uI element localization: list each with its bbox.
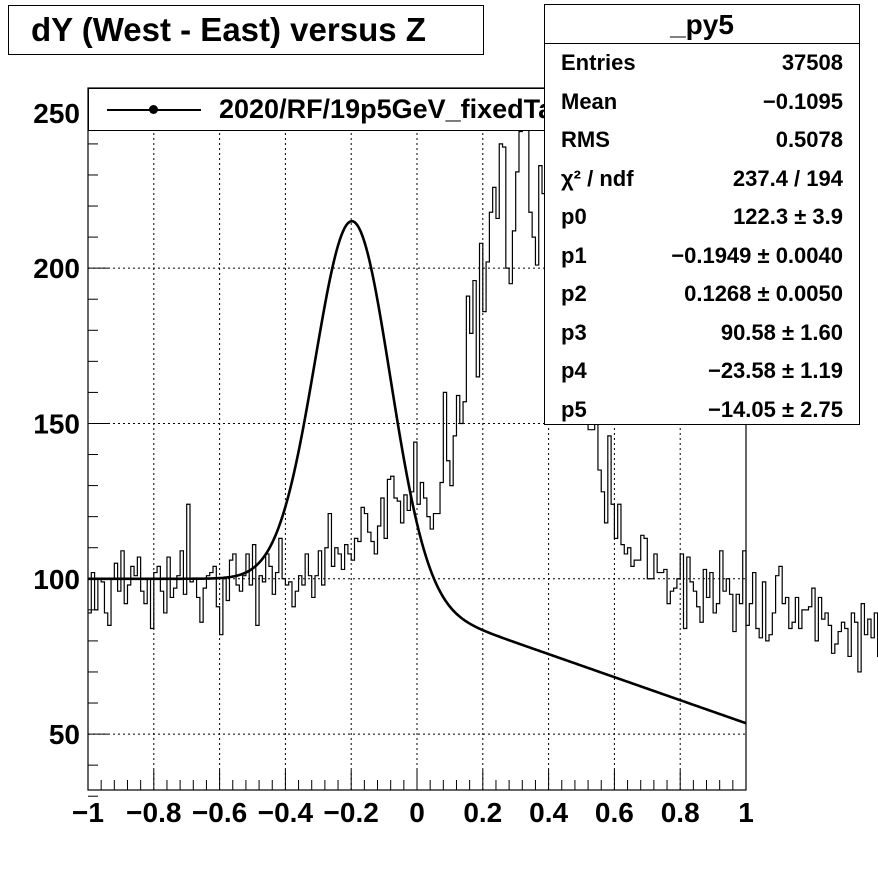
x-tick-label: 0.6 [595,797,634,828]
stats-value: −0.1949 ± 0.0040 [671,242,843,268]
stats-key: p5 [561,396,587,422]
stats-value: −0.1095 [762,88,843,114]
stats-box: _py5 Entries 37508 Mean −0.1095 RMS 0.5078 χ² … [544,4,860,425]
stats-row: p5 −14.05 ± 2.75 [545,391,859,430]
stats-row: p1 −0.1949 ± 0.0040 [545,237,859,276]
stats-key: p2 [561,281,587,306]
y-tick-label: 150 [33,408,80,439]
stats-value: −14.05 ± 2.75 [707,396,843,422]
stats-key: χ² / ndf [561,165,634,191]
stats-row: p2 0.1268 ± 0.0050 [545,275,859,314]
y-tick-label: 200 [33,253,80,284]
y-tick-label: 250 [33,98,80,129]
x-tick-label: −0.4 [258,797,314,828]
x-tick-label: 0.8 [661,797,700,828]
x-tick-label: −0.2 [324,797,379,828]
legend-label: 2020/RF/19p5GeV_fixedTarget [219,94,605,124]
stats-value: 90.58 ± 1.60 [720,319,843,345]
x-tick-label: 0.4 [529,797,568,828]
stats-value: 0.1268 ± 0.0050 [684,281,843,306]
stats-key: p4 [561,358,587,383]
legend: 2020/RF/19p5GeV_fixedTarget [88,88,615,131]
stats-value: 237.4 / 194 [732,165,843,191]
stats-key: p0 [561,204,587,229]
stats-value: 122.3 ± 3.9 [733,204,843,229]
x-tick-label: −1 [72,797,104,828]
stats-key: RMS [561,127,610,152]
stats-row: Entries 37508 [545,44,859,83]
stats-value: 0.5078 [775,127,843,152]
stats-row: p4 −23.58 ± 1.19 [545,352,859,391]
stats-row: RMS 0.5078 [545,121,859,160]
stats-row: p0 122.3 ± 3.9 [545,198,859,237]
stats-rows: Entries 37508 Mean −0.1095 RMS 0.5078 χ² / ndf… [545,44,859,429]
plot-title: dY (West - East) versus Z [8,5,484,55]
stats-title: _py5 [545,5,859,44]
x-tick-label: −0.8 [126,797,181,828]
tick-labels: −1 −0.8 −0.6 −0.4 −0.2 0 0.2 0.4 0.6 0.8 150100150… [33,98,754,828]
y-tick-label: 100 [33,564,80,595]
stats-value: −23.58 ± 1.19 [707,358,843,383]
stats-key: p3 [561,319,587,345]
stats-row: p3 90.58 ± 1.60 [545,314,859,353]
fit-curve [88,219,747,725]
x-tick-label: −0.6 [192,797,247,828]
stats-row: Mean −0.1095 [545,83,859,122]
stats-key: p1 [561,242,587,268]
x-tick-label: 1 [738,797,754,828]
stats-key: Mean [561,88,618,114]
stats-row: χ² / ndf 237.4 / 194 [545,160,859,199]
y-tick-label: 50 [49,719,80,750]
stats-value: 37508 [781,50,843,75]
stats-key: Entries [561,50,636,75]
x-tick-label: 0 [409,797,425,828]
histogram-series [88,93,878,673]
legend-marker-icon [149,105,158,114]
x-tick-label: 0.2 [463,797,502,828]
plot-title-text: dY (West - East) versus Z [31,11,426,48]
